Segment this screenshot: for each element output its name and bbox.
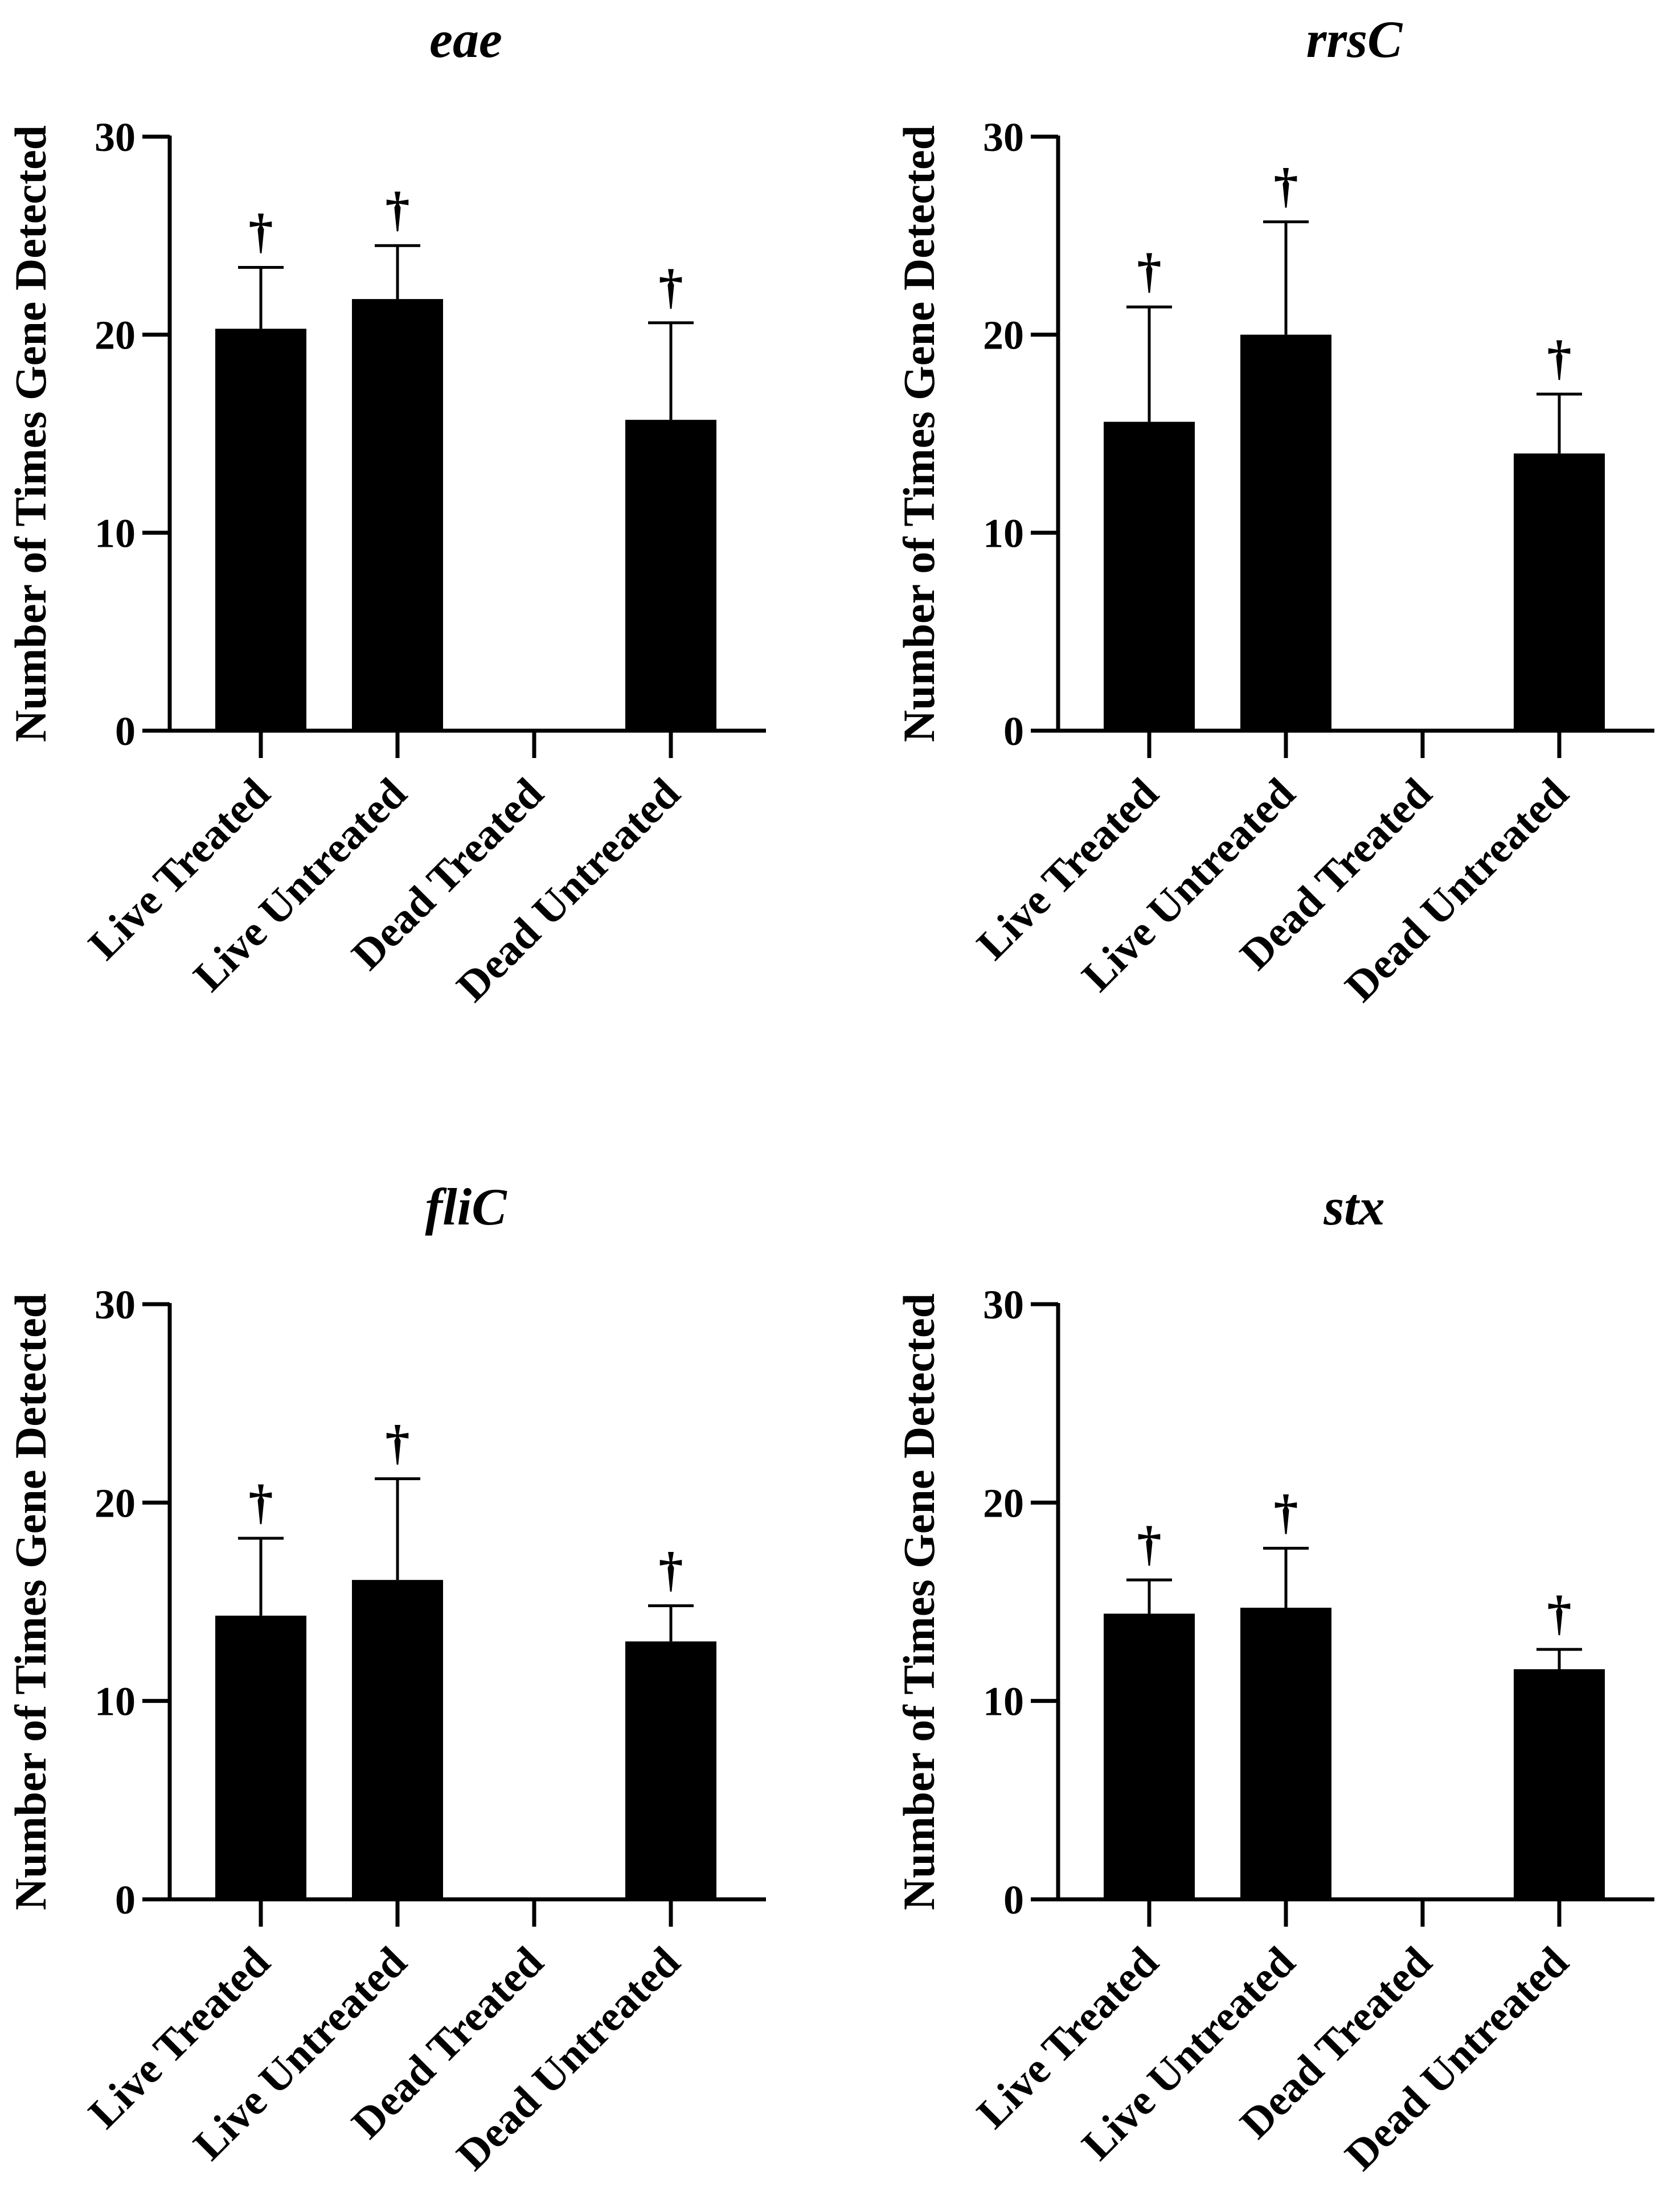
bar	[215, 329, 306, 731]
significance-dagger: †	[659, 259, 683, 314]
bar	[1104, 1613, 1195, 1899]
significance-dagger: †	[1137, 243, 1162, 298]
bar	[625, 1641, 716, 1899]
y-tick-label: 0	[115, 1877, 136, 1923]
y-tick-label: 20	[983, 313, 1024, 358]
bar	[352, 299, 443, 731]
chart-title: stx	[1323, 1178, 1384, 1236]
significance-dagger: †	[249, 203, 273, 258]
y-tick-label: 0	[1003, 708, 1024, 754]
y-tick-label: 30	[983, 114, 1024, 160]
chart-title: fliC	[425, 1178, 507, 1236]
chart-title: rrsC	[1306, 10, 1403, 68]
bar	[352, 1580, 443, 1899]
y-tick-label: 10	[983, 510, 1024, 556]
y-axis-label: Number of Times Gene Detected	[6, 1293, 55, 1910]
y-tick-label: 30	[95, 114, 136, 160]
y-tick-label: 20	[983, 1480, 1024, 1526]
y-tick-label: 20	[95, 1480, 136, 1526]
y-axis-label: Number of Times Gene Detected	[894, 125, 944, 742]
bar	[1514, 453, 1605, 731]
significance-dagger: †	[386, 182, 410, 236]
y-tick-label: 0	[115, 708, 136, 754]
y-tick-label: 10	[95, 510, 136, 556]
chart-panel-0: eae Number of Times Gene Detected 0 10 20 30 †…	[6, 10, 766, 1011]
significance-dagger: †	[1274, 158, 1298, 212]
significance-dagger: †	[1547, 330, 1572, 385]
bar	[1240, 334, 1331, 731]
significance-dagger: †	[1274, 1484, 1298, 1539]
bar	[625, 420, 716, 731]
significance-dagger: †	[1137, 1516, 1162, 1571]
bar	[1240, 1607, 1331, 1899]
bar	[1104, 421, 1195, 731]
y-tick-label: 10	[95, 1679, 136, 1724]
chart-panel-2: fliC Number of Times Gene Detected 0 10 20 30…	[6, 1178, 766, 2180]
y-tick-label: 20	[95, 313, 136, 358]
chart-title: eae	[429, 10, 502, 68]
y-tick-label: 30	[95, 1282, 136, 1328]
bar	[215, 1615, 306, 1899]
significance-dagger: †	[659, 1542, 683, 1596]
y-axis-label: Number of Times Gene Detected	[894, 1293, 944, 1910]
significance-dagger: †	[249, 1474, 273, 1529]
bar	[1514, 1669, 1605, 1899]
y-tick-label: 0	[1003, 1877, 1024, 1923]
significance-dagger: †	[386, 1415, 410, 1470]
chart-panel-1: rrsC Number of Times Gene Detected 0 10 20 30…	[894, 10, 1654, 1011]
y-axis-label: Number of Times Gene Detected	[6, 125, 55, 742]
y-tick-label: 10	[983, 1679, 1024, 1724]
chart-panel-3: stx Number of Times Gene Detected 0 10 20 30 †…	[894, 1178, 1654, 2180]
y-tick-label: 30	[983, 1282, 1024, 1328]
significance-dagger: †	[1547, 1586, 1572, 1640]
